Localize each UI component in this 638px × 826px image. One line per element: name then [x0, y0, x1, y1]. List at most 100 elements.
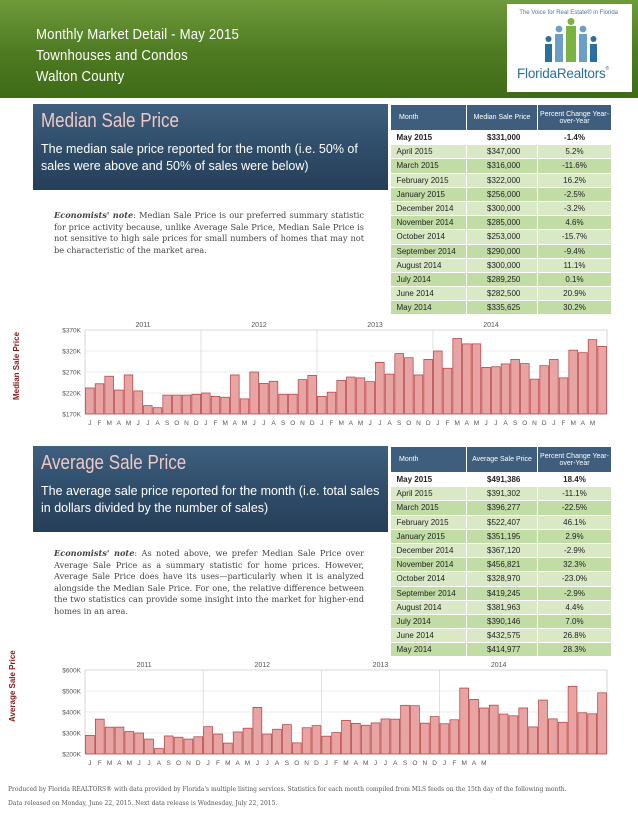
x-tick-label: F — [216, 760, 220, 767]
chart-bar — [291, 742, 302, 755]
x-tick-label: J — [137, 420, 140, 427]
chart-bar — [420, 722, 430, 755]
median-description: The median sale price reported for the m… — [41, 142, 358, 173]
year-label: 2011 — [135, 322, 150, 329]
x-tick-label: M — [343, 760, 348, 767]
chart-bar — [481, 367, 491, 415]
x-tick-label: O — [174, 420, 179, 427]
table-cell-value: $316,000 — [466, 158, 538, 174]
chart-bar — [500, 363, 511, 415]
table-cell-month: April 2015 — [390, 144, 467, 160]
x-tick-label: O — [406, 420, 411, 427]
chart-bar — [220, 396, 230, 415]
table-cell-change: -11.1% — [537, 486, 612, 502]
chart-bar — [242, 727, 253, 755]
chart-bar — [360, 724, 371, 755]
table-row: May 2014 $414,977 28.3% — [390, 642, 612, 658]
x-tick-label: J — [485, 420, 488, 427]
chart-bar — [567, 685, 578, 755]
table-cell-change: 4.6% — [537, 215, 612, 231]
year-label: 2012 — [251, 322, 267, 329]
table-row: April 2015 $391,302 -11.1% — [390, 486, 612, 502]
chart-bar — [183, 738, 194, 755]
y-tick-label: $320K — [62, 349, 81, 356]
chart-bar — [94, 718, 105, 755]
x-tick-label: N — [186, 760, 191, 767]
x-tick-label: F — [98, 420, 102, 427]
table-cell-value: $522,407 — [466, 515, 538, 530]
chart-bar — [365, 381, 375, 415]
y-tick-label: $220K — [62, 391, 81, 398]
x-tick-label: J — [204, 420, 207, 427]
chart-bar — [259, 382, 269, 415]
table-row: August 2014 $381,963 4.4% — [390, 600, 612, 615]
chart-bar — [297, 379, 308, 415]
x-tick-label: D — [196, 760, 201, 767]
x-tick-label: N — [422, 760, 427, 767]
average-price-chart-svg: $200K $300K $400K $500K $600K 2011 2012 2013 201… — [62, 662, 608, 767]
table-cell-month: June 2014 — [390, 628, 467, 644]
table-cell-value: $300,000 — [466, 201, 538, 217]
x-tick-label: O — [522, 420, 527, 427]
table-cell-value: $253,000 — [466, 229, 538, 245]
x-tick-label: O — [290, 420, 295, 427]
chart-bar — [597, 346, 607, 415]
table-row: August 2014 $300,000 11.1% — [390, 258, 612, 273]
chart-bar — [133, 390, 143, 415]
x-tick-label: J — [443, 760, 446, 767]
x-tick-label: O — [176, 760, 181, 767]
table-cell-month: November 2014 — [390, 215, 467, 231]
x-tick-label: F — [330, 420, 334, 427]
x-tick-label: A — [235, 760, 240, 767]
chart-bar — [479, 707, 489, 755]
x-tick-label: F — [214, 420, 218, 427]
chart-bar — [252, 707, 263, 755]
table-cell-month: January 2015 — [390, 187, 467, 202]
chart-bar — [341, 720, 351, 755]
logo-wordmark: FloridaRealtors® — [517, 66, 610, 81]
x-tick-label: J — [378, 420, 381, 427]
y-tick-label: $300K — [62, 731, 81, 738]
table-cell-change: 32.3% — [537, 557, 612, 573]
x-tick-label: A — [155, 420, 160, 427]
chart-bar — [423, 359, 433, 415]
median-section-title: Median Sale Price — [41, 110, 179, 132]
table-header-value: Median Sale Price — [466, 104, 538, 131]
x-tick-label: J — [253, 420, 256, 427]
table-header-change: Percent Change Year-over-Year — [537, 446, 612, 473]
x-tick-label: A — [271, 420, 276, 427]
table-header-month: Month — [390, 446, 467, 473]
chart-bar — [568, 349, 578, 415]
table-cell-value: $351,195 — [466, 529, 538, 544]
table-cell-value: $456,821 — [466, 557, 538, 573]
table-cell-value: $285,000 — [466, 215, 538, 231]
chart-bar — [232, 731, 243, 755]
chart-bar — [355, 377, 366, 415]
logo-tagline: The Voice for Real Estate® in Florida — [519, 10, 618, 16]
x-tick-label: A — [503, 420, 508, 427]
chart-bar — [529, 378, 540, 415]
x-tick-label: A — [354, 760, 359, 767]
x-tick-label: A — [387, 420, 392, 427]
x-tick-label: M — [363, 760, 368, 767]
chart-bar — [144, 738, 154, 755]
chart-bar — [173, 736, 184, 755]
table-cell-month: September 2014 — [390, 244, 467, 259]
x-tick-label: A — [465, 420, 470, 427]
chart-bar — [272, 728, 282, 755]
table-cell-change: -15.7% — [537, 229, 612, 245]
y-tick-label: $500K — [62, 689, 81, 696]
table-cell-change: -9.4% — [537, 244, 612, 259]
chart-bar — [262, 733, 272, 755]
x-tick-label: J — [88, 420, 91, 427]
table-row: May 2014 $335,625 30.2% — [390, 300, 612, 316]
chart-bar — [390, 718, 401, 755]
table-cell-value: $390,146 — [466, 614, 538, 630]
average-section-title: Average Sale Price — [41, 452, 187, 474]
table-cell-month: July 2014 — [390, 272, 467, 288]
x-tick-label: S — [167, 760, 172, 767]
table-cell-value: $381,963 — [466, 600, 538, 615]
chart-bar — [213, 733, 223, 755]
chart-bar — [442, 367, 453, 415]
table-cell-month: January 2015 — [390, 529, 467, 544]
